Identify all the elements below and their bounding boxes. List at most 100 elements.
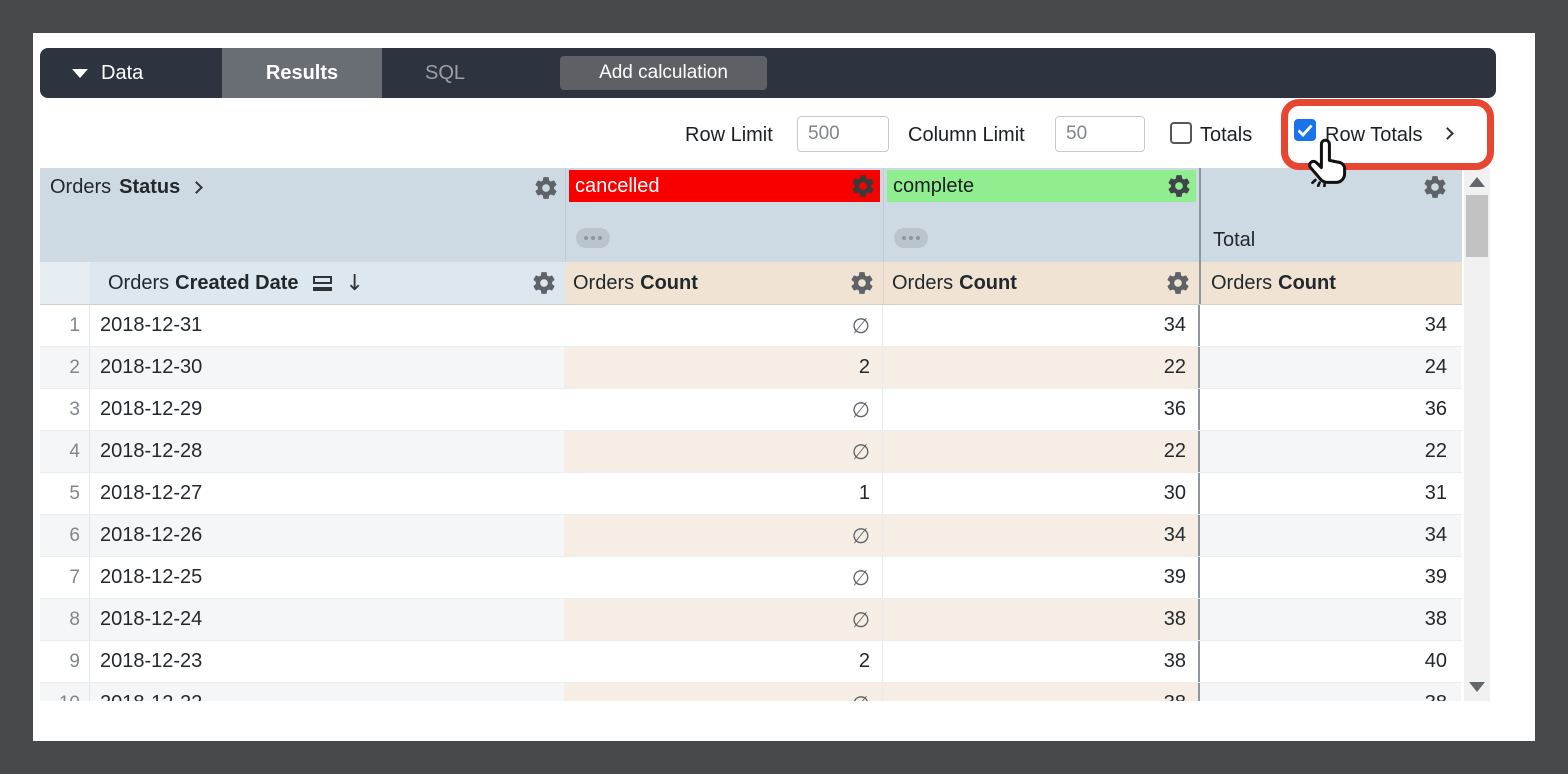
cell-date[interactable]: 2018-12-29 bbox=[100, 398, 203, 420]
cell-cancelled-count[interactable]: 2 bbox=[564, 347, 882, 388]
cell-row-total[interactable]: 34 bbox=[1198, 305, 1461, 346]
date-column-header[interactable]: Orders Created Date ↓ bbox=[90, 262, 565, 304]
vertical-scrollbar[interactable] bbox=[1464, 168, 1490, 701]
tab-sql[interactable]: SQL bbox=[424, 61, 466, 84]
table-row: 4 2018-12-28 ∅ 22 22 bbox=[40, 431, 1462, 473]
cell-date[interactable]: 2018-12-25 bbox=[100, 566, 203, 588]
row-number: 3 bbox=[40, 389, 90, 430]
measure-header-cancelled-count[interactable]: Orders Count bbox=[565, 262, 883, 304]
cell-row-total[interactable]: 22 bbox=[1198, 431, 1461, 472]
tab-results[interactable]: Results bbox=[222, 48, 382, 98]
cursor-hand-icon bbox=[1308, 138, 1347, 187]
cell-cancelled-count[interactable]: 1 bbox=[858, 482, 870, 504]
row-number: 2 bbox=[40, 347, 90, 388]
sort-descending-icon: ↓ bbox=[345, 270, 364, 296]
scrollbar-thumb[interactable] bbox=[1466, 195, 1488, 257]
data-section-label: Data bbox=[101, 61, 144, 84]
total-column-label: Total bbox=[1213, 229, 1256, 251]
row-totals-checkbox[interactable] bbox=[1294, 119, 1316, 141]
gear-icon[interactable] bbox=[1166, 173, 1192, 199]
column-limit-input[interactable] bbox=[1055, 116, 1145, 152]
cell-row-total[interactable]: 34 bbox=[1198, 515, 1461, 556]
measure-header-complete-count[interactable]: Orders Count bbox=[883, 262, 1199, 304]
totals-label: Totals bbox=[1200, 124, 1253, 146]
cell-complete-count[interactable]: 36 bbox=[882, 389, 1198, 430]
cell-complete-count[interactable]: 34 bbox=[882, 515, 1198, 556]
cell-row-total[interactable]: 38 bbox=[1198, 599, 1461, 640]
cell-date[interactable]: 2018-12-22 bbox=[90, 683, 564, 701]
row-number: 1 bbox=[40, 305, 90, 346]
pivot-header-row: Orders Status cancelled complete bbox=[40, 168, 1462, 262]
cell-row-total[interactable]: 36 bbox=[1198, 389, 1461, 430]
cell-complete-count[interactable]: 38 bbox=[882, 599, 1198, 640]
cell-cancelled-count[interactable]: ∅ bbox=[564, 683, 882, 701]
cell-cancelled-count[interactable]: ∅ bbox=[851, 397, 870, 422]
row-number: 10 bbox=[40, 683, 90, 701]
cell-row-total[interactable]: 31 bbox=[1198, 473, 1461, 514]
cell-row-total[interactable]: 39 bbox=[1198, 557, 1461, 598]
row-number: 8 bbox=[40, 599, 90, 640]
pivot-value-cancelled[interactable]: cancelled bbox=[569, 170, 880, 202]
checkmark-icon bbox=[1297, 124, 1313, 137]
totals-checkbox[interactable] bbox=[1170, 122, 1192, 144]
gear-icon[interactable] bbox=[531, 270, 557, 296]
gear-icon[interactable] bbox=[1422, 174, 1448, 200]
data-section-header[interactable]: Data bbox=[40, 48, 215, 98]
cell-complete-count[interactable]: 38 bbox=[882, 683, 1198, 701]
cell-row-total[interactable]: 40 bbox=[1198, 641, 1461, 682]
cell-date[interactable]: 2018-12-31 bbox=[100, 314, 203, 336]
column-limit-label: Column Limit bbox=[908, 124, 1025, 146]
table-body: 1 2018-12-31 ∅ 34 34 2 2018-12-30 2 22 2… bbox=[40, 305, 1462, 701]
gear-icon[interactable] bbox=[849, 270, 875, 296]
cell-complete-count[interactable]: 22 bbox=[882, 347, 1198, 388]
cell-date[interactable]: 2018-12-24 bbox=[90, 599, 564, 640]
explore-results-panel: Data Results SQL Add calculation Row Lim… bbox=[33, 33, 1535, 741]
gear-icon[interactable] bbox=[850, 173, 876, 199]
row-limit-input[interactable] bbox=[797, 116, 889, 152]
cell-complete-count[interactable]: 34 bbox=[882, 305, 1198, 346]
chevron-right-icon[interactable] bbox=[1441, 127, 1454, 140]
results-toolbar: Data Results SQL Add calculation bbox=[40, 48, 1496, 98]
table-row: 5 2018-12-27 1 30 31 bbox=[40, 473, 1462, 515]
cell-cancelled-count[interactable]: ∅ bbox=[564, 515, 882, 556]
column-header-row: Orders Created Date ↓ Orders Count Order… bbox=[40, 262, 1462, 305]
cell-complete-count[interactable]: 38 bbox=[882, 641, 1198, 682]
table-row: 2 2018-12-30 2 22 24 bbox=[40, 347, 1462, 389]
cell-row-total[interactable]: 24 bbox=[1198, 347, 1461, 388]
measure-header-total-count[interactable]: Orders Count bbox=[1199, 262, 1462, 304]
cell-date[interactable]: 2018-12-30 bbox=[90, 347, 564, 388]
pivot-value-complete[interactable]: complete bbox=[887, 170, 1196, 202]
gear-icon[interactable] bbox=[533, 175, 559, 201]
cell-complete-count[interactable]: 39 bbox=[882, 557, 1198, 598]
more-options-button[interactable] bbox=[576, 228, 610, 248]
table-row: 7 2018-12-25 ∅ 39 39 bbox=[40, 557, 1462, 599]
cell-cancelled-count[interactable]: ∅ bbox=[564, 431, 882, 472]
cell-cancelled-count[interactable]: 2 bbox=[858, 650, 870, 672]
cell-complete-count[interactable]: 22 bbox=[882, 431, 1198, 472]
subtotal-icon bbox=[312, 275, 332, 291]
table-row: 9 2018-12-23 2 38 40 bbox=[40, 641, 1462, 683]
table-row: 6 2018-12-26 ∅ 34 34 bbox=[40, 515, 1462, 557]
scroll-down-icon[interactable] bbox=[1469, 682, 1485, 692]
cell-date[interactable]: 2018-12-23 bbox=[100, 650, 203, 672]
cell-row-total[interactable]: 38 bbox=[1198, 683, 1461, 701]
cell-date[interactable]: 2018-12-27 bbox=[100, 482, 203, 504]
pivot-dimension-title: Orders Status bbox=[40, 168, 565, 199]
row-number: 5 bbox=[40, 473, 90, 514]
table-row: 3 2018-12-29 ∅ 36 36 bbox=[40, 389, 1462, 431]
cell-cancelled-count[interactable]: ∅ bbox=[851, 565, 870, 590]
gear-icon[interactable] bbox=[1165, 270, 1191, 296]
add-calculation-button[interactable]: Add calculation bbox=[560, 56, 767, 90]
cell-complete-count[interactable]: 30 bbox=[882, 473, 1198, 514]
cell-cancelled-count[interactable]: ∅ bbox=[564, 599, 882, 640]
cell-cancelled-count[interactable]: ∅ bbox=[851, 313, 870, 338]
pivot-group-cancelled: cancelled bbox=[565, 168, 883, 262]
caret-down-icon bbox=[72, 68, 88, 78]
scroll-up-icon[interactable] bbox=[1469, 177, 1485, 187]
more-options-button[interactable] bbox=[894, 228, 928, 248]
pivot-dimension-header[interactable]: Orders Status bbox=[40, 168, 565, 262]
cell-date[interactable]: 2018-12-26 bbox=[90, 515, 564, 556]
cell-date[interactable]: 2018-12-28 bbox=[90, 431, 564, 472]
row-limit-label: Row Limit bbox=[685, 124, 773, 146]
